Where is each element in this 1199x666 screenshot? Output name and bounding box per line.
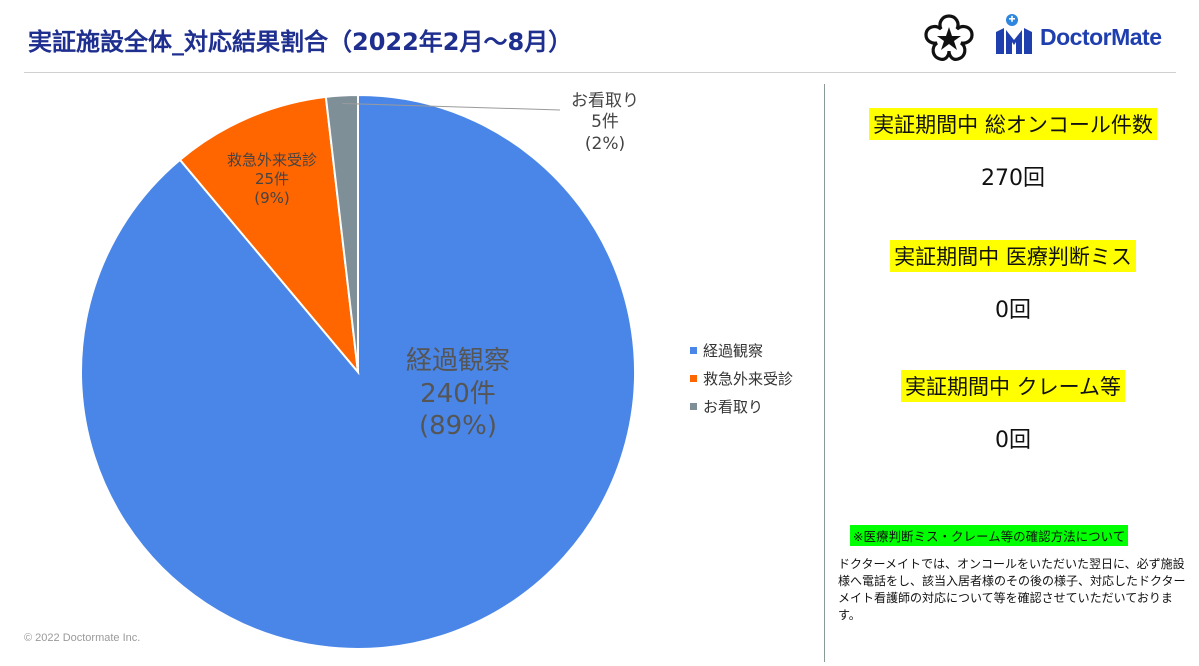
legend-swatch	[690, 374, 697, 382]
pie-label-count: 5件	[591, 112, 619, 133]
pie-label-keika: 経過観察 240件 (89%)	[388, 345, 528, 443]
pie-leader-line	[342, 102, 561, 111]
legend-label: 救急外来受診	[703, 369, 794, 388]
stat-total-oncall: 実証期間中 総オンコール件数 270回	[830, 108, 1196, 192]
note-heading: ※医療判断ミス・クレーム等の確認方法について	[850, 525, 1129, 546]
pie-label-percent: (9%)	[254, 188, 290, 207]
pie-label-category: 救急外来受診	[226, 151, 317, 169]
pie-label-count: 25件	[254, 169, 290, 188]
note-body: ドクターメイトでは、オンコールをいただいた翌日に、必ず施設様へ電話をし、該当入居…	[838, 557, 1186, 622]
pie-label-count: 240件	[420, 378, 496, 409]
stat-heading: 実証期間中 クレーム等	[900, 370, 1126, 402]
pie-label-percent: (89%)	[418, 411, 498, 441]
title-divider	[24, 72, 1176, 73]
stat-heading: 実証期間中 医療判断ミス	[890, 240, 1136, 272]
brand-logo-text: DoctorMate	[1040, 24, 1162, 50]
legend-item: お看取り	[690, 392, 793, 420]
legend-item: 救急外来受診	[690, 364, 793, 392]
stat-value: 0回	[995, 428, 1031, 453]
doctormate-logo-icon	[996, 14, 1032, 54]
chart-legend: 経過観察 救急外来受診 お看取り	[690, 336, 793, 420]
stat-complaints: 実証期間中 クレーム等 0回	[830, 370, 1196, 454]
pie-label-kyukyu: 救急外来受診 25件 (9%)	[212, 151, 332, 207]
page-title: 実証施設全体_対応結果割合（2022年2月～8月）	[28, 28, 573, 56]
flower-logo-icon	[924, 14, 974, 61]
legend-label: お看取り	[703, 397, 764, 416]
pie-label-category: 経過観察	[405, 346, 510, 376]
pie-chart	[80, 93, 636, 650]
legend-label: 経過観察	[703, 341, 764, 360]
pie-label-percent: (2%)	[584, 133, 626, 154]
vertical-divider	[824, 84, 825, 662]
legend-swatch	[690, 402, 697, 410]
pie-slice-1	[178, 95, 360, 376]
pie-slice-2	[324, 93, 359, 373]
legend-swatch	[690, 346, 697, 354]
copyright: © 2022 Doctormate Inc.	[24, 632, 141, 644]
stat-heading: 実証期間中 総オンコール件数	[869, 108, 1157, 140]
pie-label-mitori: お看取り 5件 (2%)	[555, 91, 655, 155]
stat-value: 270回	[981, 166, 1045, 191]
legend-item: 経過観察	[690, 336, 793, 364]
stat-value: 0回	[995, 298, 1031, 323]
pie-label-category: お看取り	[571, 91, 639, 111]
stat-medical-error: 実証期間中 医療判断ミス 0回	[830, 240, 1196, 324]
